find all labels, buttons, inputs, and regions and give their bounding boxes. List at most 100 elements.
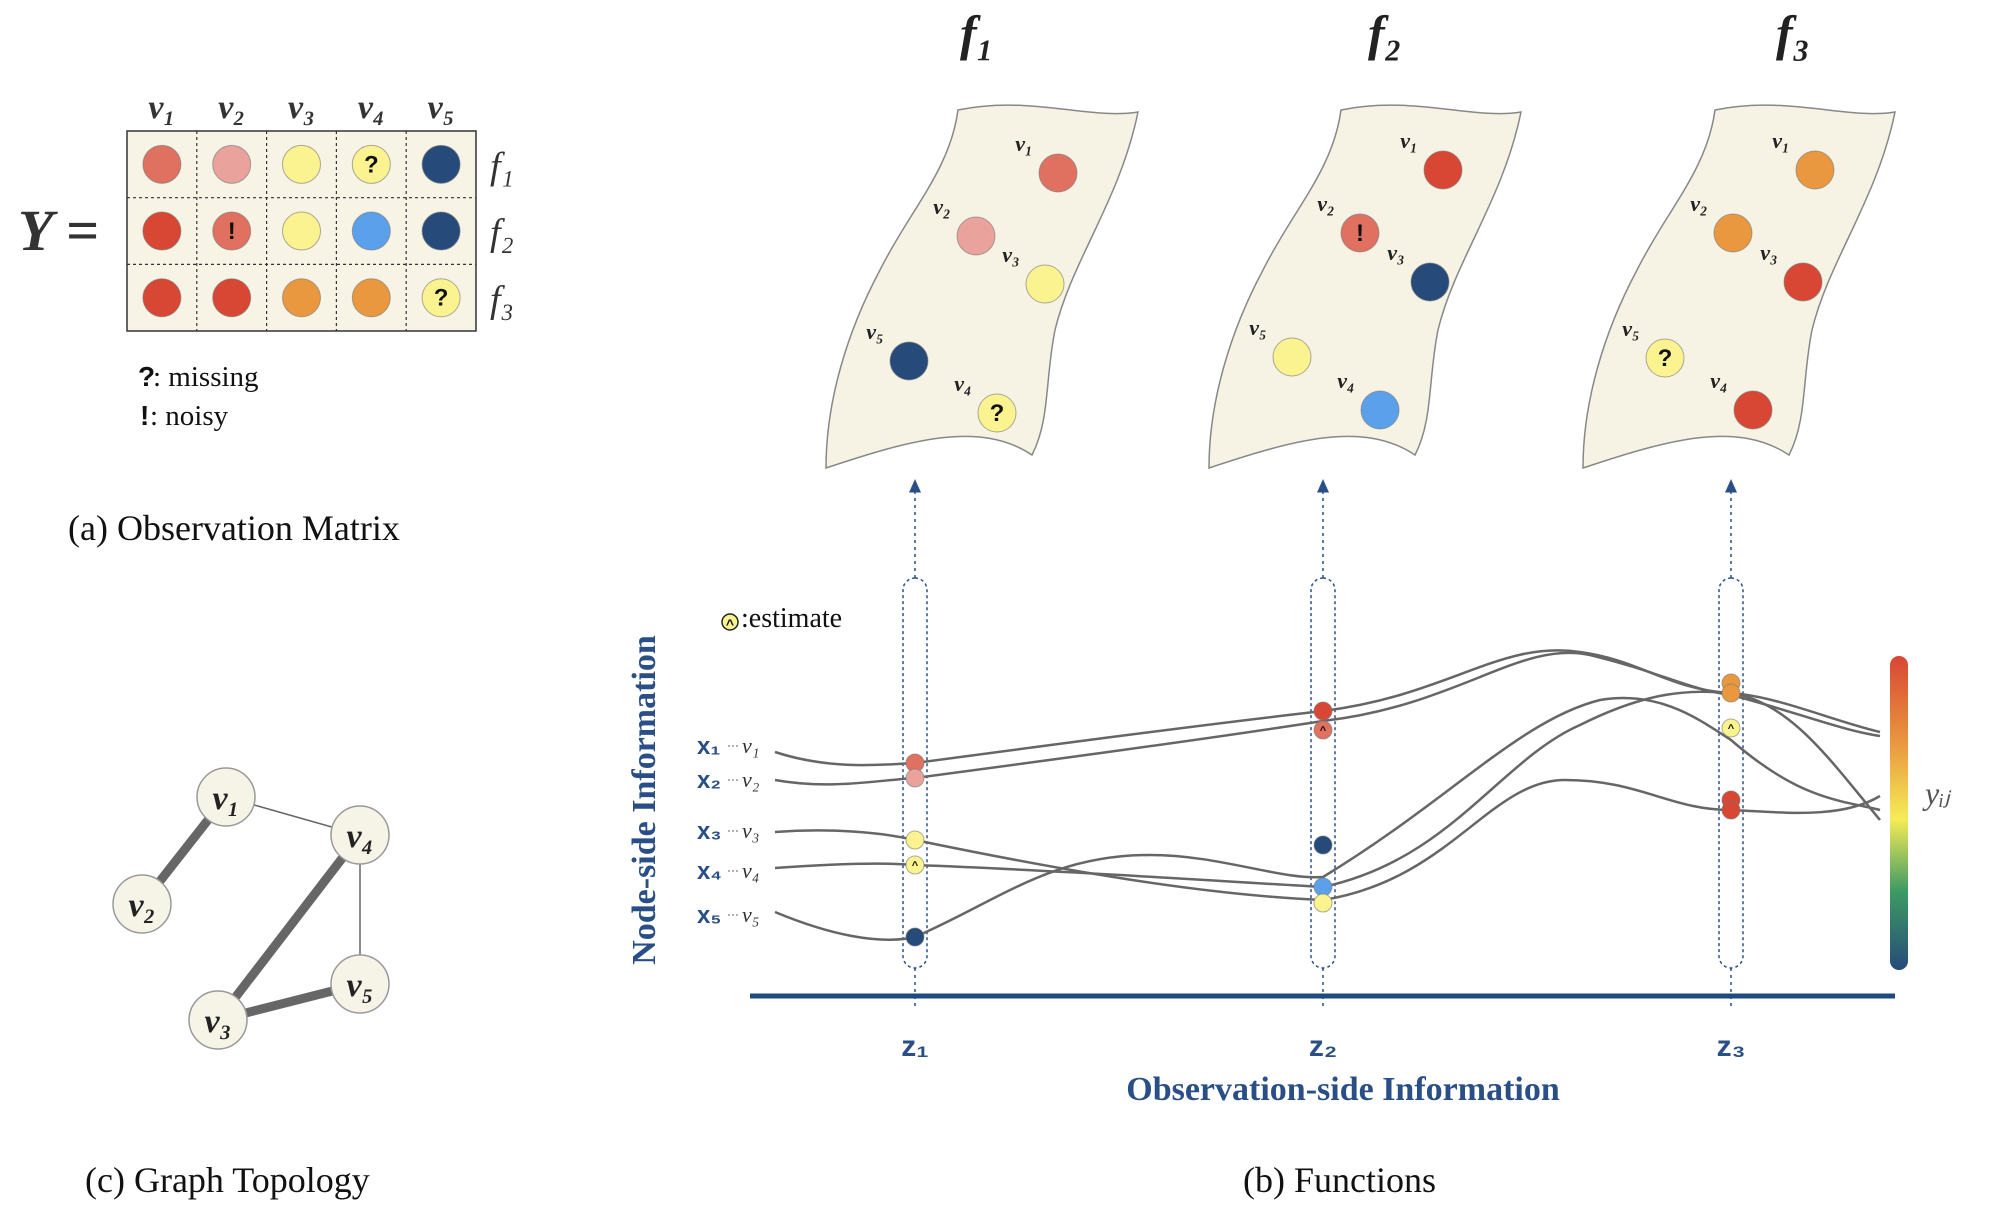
matrix-cell — [421, 211, 461, 251]
matrix-cell — [421, 144, 461, 184]
graph-topology-panel: v₁ v₂ v₃ v₄ v₅ (c) Graph Topology — [85, 767, 390, 1200]
curve-point-circle — [1721, 718, 1741, 738]
node-x-label: x₄ — [697, 858, 722, 885]
curve-point — [1313, 701, 1333, 721]
function-node-label: v₂ — [933, 194, 950, 219]
node-side-label: x₄ v₄ — [697, 858, 759, 885]
curve-point — [905, 768, 925, 788]
graph-node: v₂ — [112, 874, 172, 934]
estimate-legend-symbol: ^ — [726, 616, 734, 632]
node-v-label: v₅ — [742, 902, 759, 927]
function-node — [1713, 213, 1753, 253]
x-axis-label: Observation-side Information — [1126, 1071, 1560, 1108]
function-title: f₁ — [960, 5, 994, 61]
graph-node-circle — [112, 874, 172, 934]
matrix-legend-missing: ? : missing — [138, 361, 259, 393]
matrix-y-label: Y = — [18, 198, 99, 263]
graph-node-circle — [196, 767, 256, 827]
function-node-circle — [1272, 337, 1312, 377]
function-node — [1410, 262, 1450, 302]
function-node-circle — [1783, 262, 1823, 302]
matrix-column-header: v₃ — [288, 89, 315, 126]
function-node-circle — [1038, 153, 1078, 193]
matrix-column-headers: v₁ v₂ v₃ v₄ v₅ — [148, 89, 454, 126]
function-node-circle — [977, 393, 1017, 433]
matrix-column-header: v₄ — [358, 89, 385, 126]
node-side-label: x₁ v₁ — [697, 733, 759, 760]
function-node: ? — [1645, 338, 1685, 378]
curve-point — [1721, 800, 1741, 820]
curve-points: ^ ^ ^ — [905, 673, 1741, 947]
matrix-cell-mark: ? — [364, 151, 379, 178]
graph-node-label: v₅ — [347, 967, 374, 1004]
graph-node-circle — [188, 990, 248, 1050]
matrix-cell-circle — [142, 278, 182, 318]
function-sheet: v₁ v₂ v₃ v₅? v₄ — [825, 104, 1139, 470]
curve-point-circle — [905, 768, 925, 788]
matrix-cell-circle — [421, 211, 461, 251]
node-side-labels: x₁ v₁ x₂ v₂ x₃ v₃ x₄ v₄ x₅ v₅ — [697, 733, 760, 929]
curve-point-circle — [1721, 800, 1741, 820]
curve-point-circle — [1313, 701, 1333, 721]
curve-point-circle — [905, 927, 925, 947]
noisy-symbol: ! — [140, 400, 149, 431]
curve-point-circle — [1313, 877, 1333, 897]
function-title: f₃ — [1776, 5, 1810, 61]
function-titles: f₁ f₂ f₃ — [960, 5, 1810, 61]
function-node-circle — [1423, 150, 1463, 190]
y-axis-label: Node-side Information — [626, 635, 663, 965]
matrix-cell-circle — [421, 144, 461, 184]
function-node — [1795, 150, 1835, 190]
curve-point-mark: ^ — [1320, 725, 1327, 737]
function-node-label: v₄ — [1337, 368, 1354, 393]
matrix-cell — [142, 144, 182, 184]
matrix-cell-mark: ? — [434, 285, 449, 312]
matrix-column-header: v₁ — [148, 89, 175, 126]
matrix-row-headers: f₁ f₂ f₃ — [490, 145, 514, 320]
matrix-column-header: v₂ — [218, 89, 245, 126]
colorbar — [1890, 656, 1908, 970]
function-title: f₂ — [1368, 5, 1402, 61]
function-node-label: v₄ — [954, 371, 971, 396]
curve-point-circle — [905, 830, 925, 850]
node-x-label: x₃ — [697, 818, 721, 845]
function-node-circle — [1733, 390, 1773, 430]
graph-node: v₄ — [330, 805, 390, 865]
function-node-circle — [1340, 213, 1380, 253]
matrix-row-header: f₁ — [490, 145, 514, 187]
graph-node-label: v₂ — [129, 887, 156, 924]
matrix-cells: ?!? — [142, 144, 461, 318]
function-node-circle — [956, 216, 996, 256]
observation-columns — [902, 479, 1744, 1010]
graph-node: v₅ — [330, 954, 390, 1014]
z-label: z₁ — [901, 1030, 928, 1063]
curve-point-circle — [1313, 720, 1333, 740]
curve-point: ^ — [905, 855, 925, 875]
curve-point: ^ — [1313, 720, 1333, 740]
observation-matrix-panel: ?!? v₁ v₂ v₃ v₄ v₅ f₁ f₂ f₃ Y = ? : missing ! … — [18, 89, 514, 548]
curve-point — [1313, 835, 1333, 855]
matrix-cell-circle — [282, 278, 321, 318]
graph-node: v₁ — [196, 767, 256, 827]
missing-text: : missing — [153, 361, 259, 393]
node-v-label: v₂ — [742, 767, 760, 792]
function-sheet-shape — [1582, 104, 1896, 470]
matrix-cell-circle — [142, 144, 182, 184]
function-node — [1038, 153, 1078, 193]
matrix-cell — [282, 278, 321, 318]
matrix-cell: ? — [421, 278, 461, 318]
function-node — [1025, 264, 1065, 304]
graph-node-label: v₄ — [347, 818, 374, 855]
matrix-cell-circle — [351, 211, 391, 251]
function-node-label: v₅ — [866, 319, 883, 344]
curve-point — [1721, 683, 1741, 703]
graph-node-label: v₁ — [213, 780, 240, 817]
matrix-cell: ! — [212, 211, 252, 251]
graph-node: v₃ — [188, 990, 248, 1050]
matrix-cell-mark: ! — [228, 218, 236, 245]
matrix-cell — [282, 211, 321, 251]
function-node-circle — [1645, 338, 1685, 378]
function-curve — [774, 696, 1881, 941]
functions-panel: f₁ f₂ f₃ v₁ v₂ v₃ v₅? v₄ v₁! v₂ v₃ v₅ v₄ v₁ v₂ v₃? v₅ v₄… — [626, 5, 1952, 1200]
